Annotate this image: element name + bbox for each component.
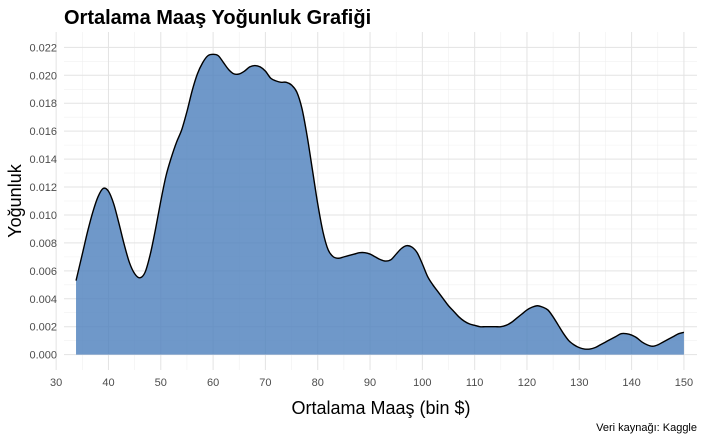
y-tick-label: 0.022 — [29, 42, 57, 54]
x-tick-label: 140 — [622, 377, 640, 389]
x-tick-label: 40 — [102, 377, 114, 389]
y-tick-label: 0.018 — [29, 98, 57, 110]
x-tick-label: 90 — [364, 377, 376, 389]
x-tick-label: 70 — [259, 377, 271, 389]
y-tick-label: 0.002 — [29, 322, 57, 334]
x-tick-label: 50 — [155, 377, 167, 389]
y-tick-label: 0.010 — [29, 210, 57, 222]
y-axis-title: Yoğunluk — [5, 163, 25, 237]
x-tick-label: 60 — [207, 377, 219, 389]
x-axis-title: Ortalama Maaş (bin $) — [291, 398, 470, 418]
x-tick-label: 150 — [675, 377, 693, 389]
y-tick-label: 0.008 — [29, 238, 57, 250]
y-axis-ticks: 0.000 0.002 0.004 0.006 0.008 0.010 0.012 0.014… — [29, 42, 57, 361]
x-tick-label: 80 — [312, 377, 324, 389]
y-tick-label: 0.014 — [29, 154, 57, 166]
y-tick-label: 0.016 — [29, 126, 57, 138]
y-tick-label: 0.000 — [29, 350, 57, 362]
x-tick-label: 100 — [413, 377, 431, 389]
y-tick-label: 0.012 — [29, 182, 57, 194]
density-area — [76, 54, 684, 355]
x-axis-ticks: 30 40 50 60 70 80 90 100 110 120 130 140 150 — [50, 377, 693, 389]
data-source-caption: Veri kaynağı: Kaggle — [596, 422, 697, 434]
x-tick-label: 120 — [518, 377, 536, 389]
x-tick-label: 110 — [466, 377, 484, 389]
x-tick-label: 30 — [50, 377, 62, 389]
y-tick-label: 0.006 — [29, 266, 57, 278]
x-tick-label: 130 — [570, 377, 588, 389]
y-tick-label: 0.004 — [29, 294, 57, 306]
y-tick-label: 0.020 — [29, 70, 57, 82]
density-line — [75, 53, 685, 350]
chart-title: Ortalama Maaş Yoğunluk Grafiği — [64, 7, 371, 29]
